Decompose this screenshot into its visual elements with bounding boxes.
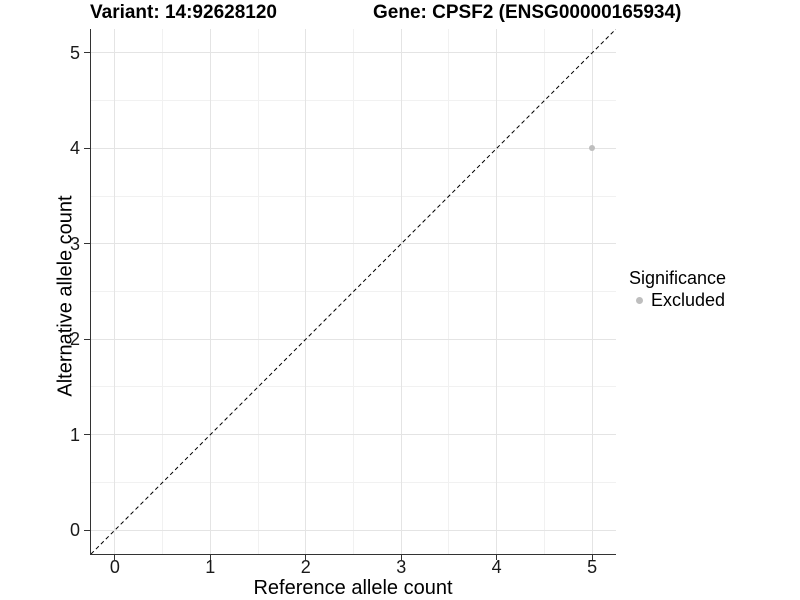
plot-panel: [90, 29, 616, 555]
x-tick-mark: [496, 555, 498, 560]
legend-key-dot: [636, 296, 643, 304]
y-axis-title: Alternative allele count: [54, 195, 77, 397]
x-tick-mark: [591, 555, 593, 560]
y-tick-label: 3: [69, 233, 80, 254]
legend-item-label: Excluded: [651, 290, 726, 310]
y-tick-mark: [84, 529, 90, 531]
x-tick-label: 1: [205, 557, 216, 577]
x-tick-mark: [209, 555, 211, 560]
x-tick-mark: [305, 555, 307, 560]
y-tick-label: 2: [69, 329, 80, 350]
y-tick-mark: [84, 52, 90, 54]
y-tick-mark: [84, 147, 90, 149]
x-tick-mark: [400, 555, 402, 560]
identity-reference-line: [91, 29, 616, 554]
legend: Significance Excluded: [629, 268, 726, 310]
legend-title: Significance: [629, 268, 727, 288]
y-tick-mark: [84, 243, 90, 245]
x-tick-label: 2: [300, 557, 311, 577]
y-tick-mark: [84, 434, 90, 436]
legend-item: Excluded: [636, 290, 726, 310]
x-tick-label: 0: [109, 557, 120, 577]
x-tick-label: 3: [396, 557, 407, 577]
plot-title-variant: Variant: 14:92628120: [90, 2, 277, 23]
y-tick-label: 4: [69, 138, 80, 159]
data-point: [589, 145, 596, 152]
y-tick-mark: [84, 338, 90, 340]
x-axis-title: Reference allele count: [253, 577, 453, 599]
x-tick-label: 5: [587, 557, 598, 577]
legend-items: Excluded: [629, 290, 726, 310]
x-tick-label: 4: [491, 557, 502, 577]
x-tick-mark: [114, 555, 116, 560]
y-tick-label: 1: [69, 424, 80, 445]
dashed-diagonal-line: [91, 29, 616, 554]
plot-title-gene: Gene: CPSF2 (ENSG00000165934): [373, 2, 682, 23]
y-tick-label: 0: [69, 520, 80, 541]
y-tick-label: 5: [69, 42, 80, 63]
